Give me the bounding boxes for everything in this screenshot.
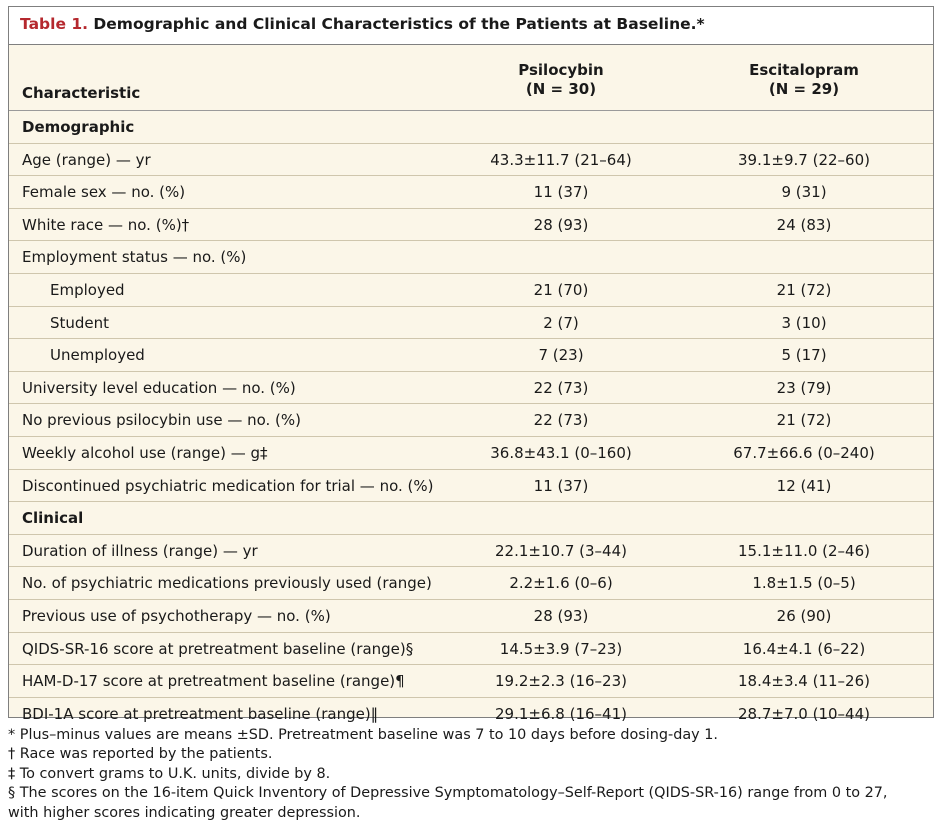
footnote: * Plus–minus values are means ±SD. Pretr…	[8, 727, 718, 743]
row-label: Female sex — no. (%)	[22, 183, 186, 202]
psilocybin-value: 2 (7)	[543, 313, 579, 332]
table-row: Previous use of psychotherapy — no. (%) 2…	[9, 600, 933, 633]
row-label: Weekly alcohol use (range) — g‡	[22, 443, 268, 462]
escitalopram-value: 39.1±9.7 (22–60)	[738, 150, 870, 169]
row-label: Student	[50, 313, 110, 332]
psilocybin-value: 22 (73)	[533, 411, 589, 430]
row-label: Age (range) — yr	[22, 150, 151, 169]
escitalopram-value: 1.8±1.5 (0–5)	[752, 574, 856, 593]
psilocybin-value: 14.5±3.9 (7–23)	[499, 639, 623, 658]
table-title: Table 1. Demographic and Clinical Charac…	[20, 15, 705, 33]
row-label: QIDS-SR-16 score at pretreatment baselin…	[22, 639, 414, 658]
table-title-bar: Table 1. Demographic and Clinical Charac…	[9, 7, 933, 45]
table-row: HAM-D-17 score at pretreatment baseline …	[9, 665, 933, 698]
psilocybin-value: 22.1±10.7 (3–44)	[495, 541, 627, 560]
psilocybin-value: 29.1±6.8 (16–41)	[495, 704, 627, 723]
table-row: University level education — no. (%) 22 (…	[9, 372, 933, 405]
row-label: White race — no. (%)†	[22, 215, 190, 234]
footnote: ‡ To convert grams to U.K. units, divide…	[8, 765, 331, 782]
table-footnotes: * Plus–minus values are means ±SD. Pretr…	[8, 726, 934, 823]
row-label: Unemployed	[50, 346, 145, 365]
row-label: No previous psilocybin use — no. (%)	[22, 411, 302, 430]
psilocybin-value: 28 (93)	[533, 606, 589, 625]
psilocybin-value: 11 (37)	[533, 183, 589, 202]
table-row: Female sex — no. (%) 11 (37) 9 (31)	[9, 176, 933, 209]
escitalopram-value: 21 (72)	[776, 411, 832, 430]
psilocybin-value: 28 (93)	[533, 215, 589, 234]
row-label: No. of psychiatric medications previousl…	[22, 574, 432, 593]
header-characteristic: Characteristic	[22, 84, 141, 102]
header-escitalopram: Escitalopram (N = 29)	[689, 61, 919, 99]
psilocybin-value: 22 (73)	[533, 378, 589, 397]
table-row: Duration of illness (range) — yr 22.1±10.…	[9, 535, 933, 568]
psilocybin-value: 19.2±2.3 (16–23)	[495, 672, 627, 691]
header-psilocybin-n: (N = 30)	[525, 80, 597, 98]
escitalopram-value: 15.1±11.0 (2–46)	[738, 541, 870, 560]
table-row: Age (range) — yr 43.3±11.7 (21–64) 39.1±9.…	[9, 144, 933, 177]
header-psilocybin: Psilocybin (N = 30)	[460, 61, 662, 99]
psilocybin-value: 7 (23)	[538, 346, 584, 365]
table-header: Characteristic Psilocybin (N = 30) Escit…	[9, 45, 933, 111]
table-row: Weekly alcohol use (range) — g‡ 36.8±43.1…	[9, 437, 933, 470]
escitalopram-value: 26 (90)	[776, 606, 832, 625]
escitalopram-value: 18.4±3.4 (11–26)	[738, 672, 870, 691]
table-caption: Demographic and Clinical Characteristics…	[88, 15, 705, 33]
escitalopram-value: 28.7±7.0 (10–44)	[738, 704, 870, 723]
table-frame: Table 1. Demographic and Clinical Charac…	[8, 6, 934, 723]
table-row: BDI-1A score at pretreatment baseline (r…	[9, 698, 933, 730]
escitalopram-value: 9 (31)	[781, 183, 827, 202]
header-escitalopram-n: (N = 29)	[768, 80, 840, 98]
header-psilocybin-name: Psilocybin	[518, 61, 604, 79]
table-row: White race — no. (%)† 28 (93) 24 (83)	[9, 209, 933, 242]
table-row: Clinical	[9, 502, 933, 535]
table-row: Discontinued psychiatric medication for …	[9, 470, 933, 503]
row-label: Employed	[50, 280, 125, 299]
escitalopram-value: 3 (10)	[781, 313, 827, 332]
psilocybin-value: 21 (70)	[533, 280, 589, 299]
escitalopram-value: 12 (41)	[776, 476, 832, 495]
table-body: Demographic Age (range) — yr 43.3±11.7 (21…	[9, 111, 933, 729]
escitalopram-value: 16.4±4.1 (6–22)	[742, 639, 866, 658]
row-label: University level education — no. (%)	[22, 378, 296, 397]
section-heading: Clinical	[22, 509, 84, 528]
row-label: Previous use of psychotherapy — no. (%)	[22, 606, 331, 625]
escitalopram-value: 67.7±66.6 (0–240)	[733, 443, 875, 462]
psilocybin-value: 11 (37)	[533, 476, 589, 495]
psilocybin-value: 36.8±43.1 (0–160)	[490, 443, 632, 462]
table-row: Demographic	[9, 111, 933, 144]
row-label: Employment status — no. (%)	[22, 248, 247, 267]
psilocybin-value: 43.3±11.7 (21–64)	[490, 150, 632, 169]
table-row: QIDS-SR-16 score at pretreatment baselin…	[9, 633, 933, 666]
table-row: No previous psilocybin use — no. (%) 22 (…	[9, 404, 933, 437]
footnote: † Race was reported by the patients.	[8, 746, 273, 763]
table-number: Table 1.	[20, 15, 89, 33]
footnote: § The scores on the 16-item Quick Invent…	[8, 785, 888, 802]
header-escitalopram-name: Escitalopram	[749, 61, 859, 79]
row-label: BDI-1A score at pretreatment baseline (r…	[22, 704, 379, 723]
table-row: No. of psychiatric medications previousl…	[9, 567, 933, 600]
escitalopram-value: 5 (17)	[781, 346, 827, 365]
section-heading: Demographic	[22, 118, 135, 136]
escitalopram-value: 21 (72)	[776, 280, 832, 299]
table-row: Employed 21 (70) 21 (72)	[9, 274, 933, 307]
row-label: HAM-D-17 score at pretreatment baseline …	[22, 672, 405, 691]
row-label: Duration of illness (range) — yr	[22, 541, 258, 560]
escitalopram-value: 23 (79)	[776, 378, 832, 397]
table-row: Unemployed 7 (23) 5 (17)	[9, 339, 933, 372]
footnote: with higher scores indicating greater de…	[8, 804, 361, 821]
psilocybin-value: 2.2±1.6 (0–6)	[509, 574, 613, 593]
escitalopram-value: 24 (83)	[776, 215, 832, 234]
row-label: Discontinued psychiatric medication for …	[22, 476, 434, 495]
table-row: Student 2 (7) 3 (10)	[9, 307, 933, 340]
table-row: Employment status — no. (%)	[9, 241, 933, 274]
